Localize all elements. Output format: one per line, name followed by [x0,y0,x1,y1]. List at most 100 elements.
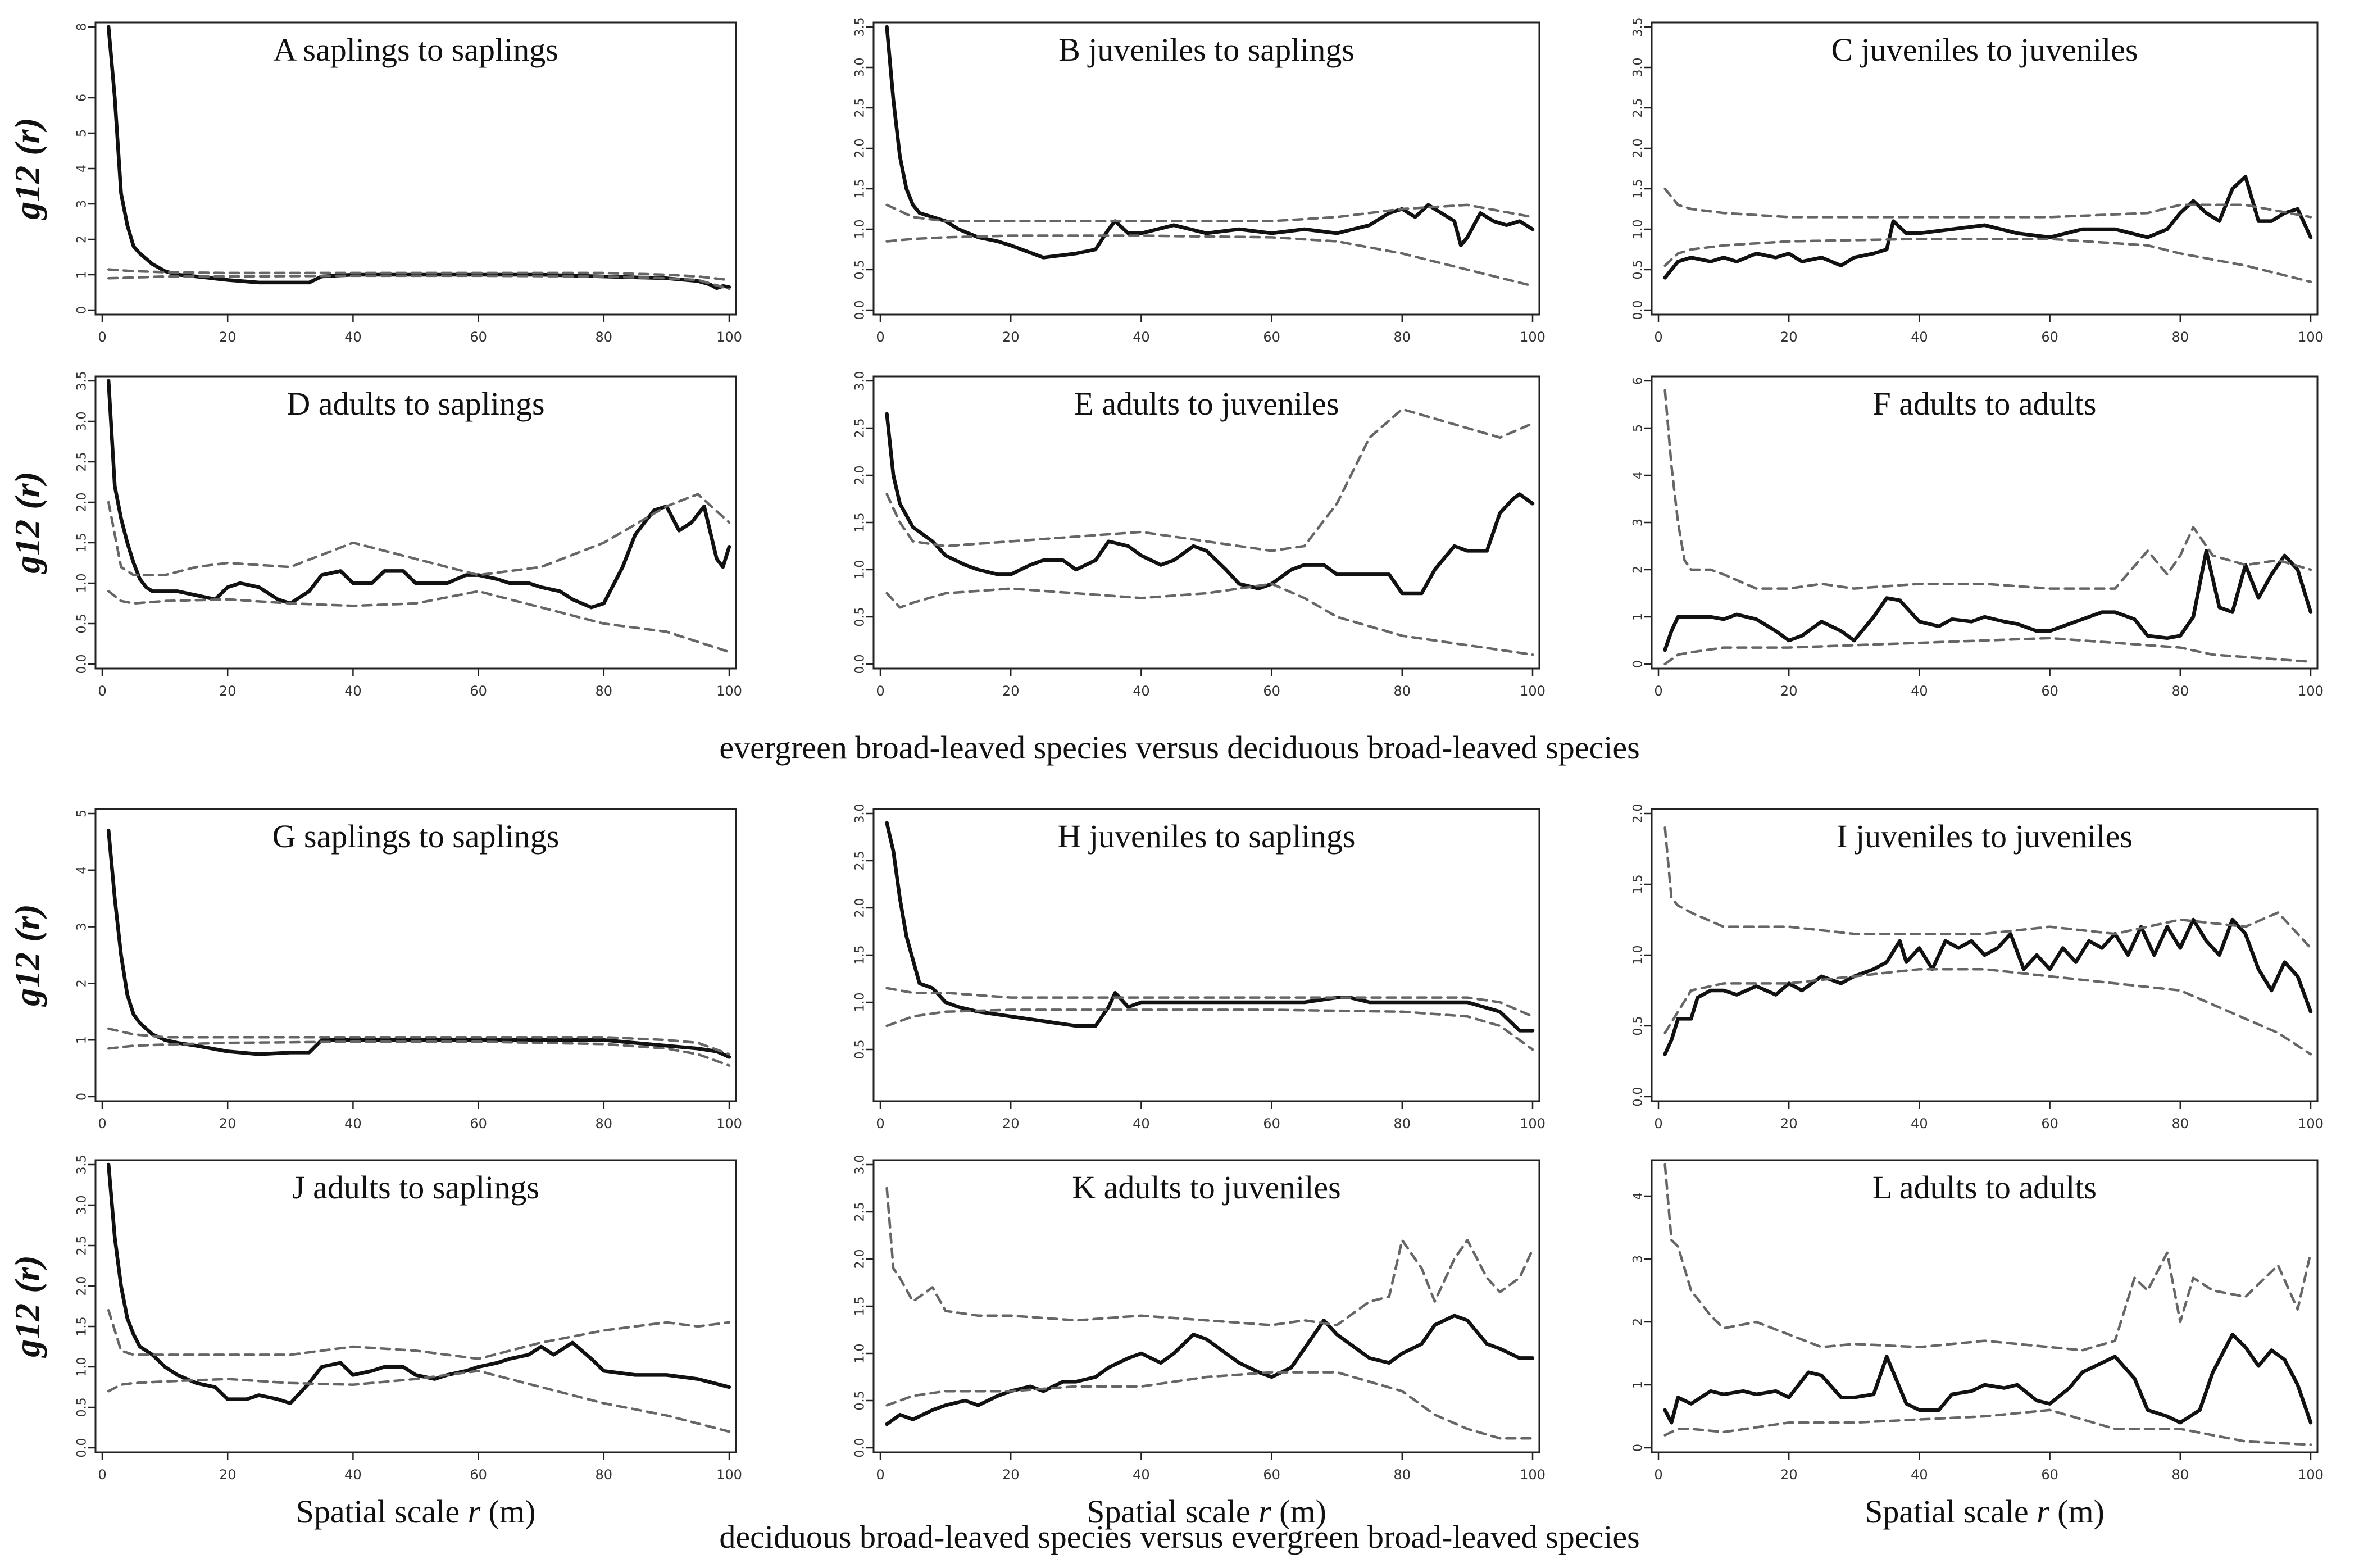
panel-title: C juveniles to juveniles [1831,31,2138,68]
x-tick-label: 80 [596,329,613,345]
lower-envelope-line [107,1369,731,1433]
panel-title: A saplings to saplings [273,31,558,68]
y-tick-label: 2.0 [853,139,867,158]
x-tick-label: 60 [1263,1116,1280,1131]
y-tick-label: 0.0 [75,655,89,674]
x-tick-label: 80 [2172,683,2189,699]
upper-envelope-line [107,1027,731,1056]
x-tick-label: 60 [1263,1467,1280,1483]
y-tick-label: 2 [75,235,89,243]
upper-envelope-line [107,268,731,281]
panel-frame [94,1159,737,1453]
panel-title: D adults to saplings [287,385,544,422]
y-tick-label: 1.0 [853,993,867,1012]
lower-envelope-line [885,1371,1534,1440]
y-tick-label: 4 [1631,471,1646,479]
y-axis-label: g12 (r) [7,1255,47,1358]
y-tick-label: 1.0 [853,220,867,239]
y-tick-label: 2.5 [1631,98,1646,118]
y-axis-label: g12 (r) [7,471,47,575]
y-tick-label: 2 [75,979,89,987]
observed-line [885,821,1535,1033]
panel-f: 0 20 40 60 80 100 0 1 2 3 4 5 6 F adults to adults [1631,375,2324,699]
x-tick-label: 80 [2172,1116,2189,1131]
y-tick-label: 2.0 [1631,139,1646,158]
x-tick-label: 80 [1394,1467,1411,1483]
upper-envelope-line [107,1308,731,1360]
upper-envelope-line [1663,826,2312,949]
y-tick-label: 0.0 [853,301,867,320]
y-tick-label: 3 [1631,519,1646,526]
y-tick-label: 8 [75,23,89,31]
panel-l: 0 20 40 60 80 100 0 1 2 3 4 L adults to adults Spati… [1631,1159,2324,1530]
lower-envelope-line [1663,967,2312,1056]
panel-title: F adults to adults [1873,385,2097,422]
x-axis-label-var: r [468,1493,481,1530]
x-tick-label: 100 [2298,1116,2324,1131]
y-tick-label: 3.0 [853,371,867,391]
x-tick-label: 60 [2041,1467,2058,1483]
panel-frame [872,21,1540,316]
x-tick-label: 60 [2041,1116,2058,1131]
y-tick-label: 3.5 [75,1155,89,1175]
x-tick-label: 60 [470,683,487,699]
y-tick-label: 0.5 [75,614,89,634]
panel-title: E adults to juveniles [1074,385,1339,422]
y-tick-label: 1 [75,1036,89,1044]
x-tick-label: 20 [219,1467,237,1483]
x-tick-label: 60 [470,1467,487,1483]
y-tick-label: 0.5 [853,607,867,627]
y-tick-label: 0.5 [1631,1016,1646,1036]
y-tick-label: 5 [75,810,89,817]
x-tick-label: 60 [1263,329,1280,345]
observed-line [1663,917,2313,1056]
y-tick-label: 4 [75,165,89,172]
upper-envelope-line [885,203,1534,222]
x-axis-label-var: r [2037,1493,2049,1530]
panel-frame [94,375,737,670]
y-tick-label: 1 [1631,613,1646,621]
upper-envelope-line [885,987,1534,1018]
y-tick-label: 1.5 [853,946,867,965]
y-tick-label: 0.5 [1631,260,1646,280]
y-tick-label: 1.0 [853,560,867,580]
y-tick-label: 0.5 [853,260,867,280]
y-axis-label: g12 (r) [7,904,47,1007]
panel-h: 0 20 40 60 80 100 0.5 1.0 1.5 2.0 2.5 3.0 H juvenile… [853,804,1546,1132]
x-tick-label: 100 [716,683,742,699]
y-tick-label: 3.0 [853,804,867,824]
x-tick-label: 40 [1911,1467,1928,1483]
y-tick-label: 2.5 [75,1236,89,1256]
x-tick-label: 20 [1780,329,1798,345]
x-tick-label: 80 [1394,329,1411,345]
y-tick-label: 0.5 [75,1398,89,1417]
y-axis-label-r: (r) [7,471,47,510]
y-tick-label: 2.0 [1631,804,1646,824]
x-tick-label: 80 [1394,683,1411,699]
x-tick-label: 80 [2172,329,2189,345]
x-tick-label: 0 [1654,683,1662,699]
y-tick-label: 2.5 [853,98,867,118]
x-tick-label: 0 [876,1467,884,1483]
panel-title: I juveniles to juveniles [1837,818,2133,855]
y-tick-label: 0 [75,1093,89,1101]
x-tick-label: 20 [1780,1116,1798,1131]
panel-frame [1651,21,2319,316]
x-tick-label: 40 [344,1116,362,1131]
x-tick-label: 20 [219,329,237,345]
y-tick-label: 0.0 [1631,301,1646,320]
y-tick-label: 1.5 [75,1317,89,1337]
y-tick-label: 6 [1631,377,1646,385]
panel-frame [94,808,737,1102]
x-axis-label-suffix: (m) [2049,1493,2105,1530]
y-tick-label: 3 [75,923,89,931]
x-tick-label: 0 [1654,1467,1662,1483]
observed-line [885,1314,1535,1426]
x-tick-label: 100 [1520,683,1546,699]
upper-envelope-line [1663,389,2312,590]
observed-line [885,25,1535,260]
panel-frame [1651,1159,2319,1453]
lower-envelope-line [885,234,1534,288]
y-tick-label: 0.0 [853,655,867,674]
x-tick-label: 100 [2298,329,2324,345]
